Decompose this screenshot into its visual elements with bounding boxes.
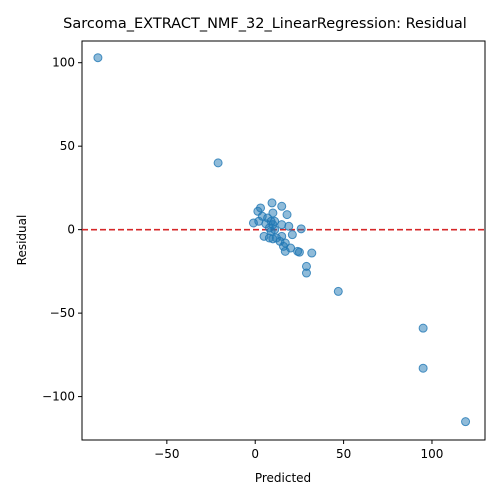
- data-point: [296, 224, 306, 234]
- data-point: [248, 218, 258, 228]
- data-point: [277, 201, 287, 211]
- y-axis-label: Residual: [15, 215, 29, 266]
- data-point: [418, 323, 428, 333]
- data-point: [287, 230, 297, 240]
- y-tick-label: 0: [67, 223, 75, 237]
- data-point: [461, 417, 471, 427]
- data-point: [301, 268, 311, 278]
- data-point: [333, 286, 343, 296]
- y-tick-label: 50: [60, 139, 75, 153]
- data-point: [284, 221, 294, 231]
- data-points: [93, 53, 471, 427]
- x-tick-label: 100: [421, 447, 444, 461]
- x-axis-ticks: −50 0 50 100: [154, 440, 443, 461]
- data-point: [282, 210, 292, 220]
- plot-area-frame: [81, 40, 486, 441]
- data-point: [307, 248, 317, 258]
- data-point: [93, 53, 103, 63]
- x-tick-label: −50: [154, 447, 179, 461]
- data-point: [294, 247, 304, 257]
- data-point: [213, 158, 223, 168]
- data-point: [267, 198, 277, 208]
- y-axis-ticks: −100 −50 0 50 100: [42, 56, 82, 404]
- chart-title: Sarcoma_EXTRACT_NMF_32_LinearRegression:…: [63, 16, 467, 32]
- data-point: [280, 246, 290, 256]
- data-point: [418, 363, 428, 373]
- x-axis-label: Predicted: [255, 471, 311, 485]
- y-tick-label: −100: [42, 390, 75, 404]
- x-tick-label: 0: [251, 447, 259, 461]
- y-tick-label: 100: [52, 56, 75, 70]
- x-tick-label: 50: [336, 447, 351, 461]
- y-tick-label: −50: [50, 306, 75, 320]
